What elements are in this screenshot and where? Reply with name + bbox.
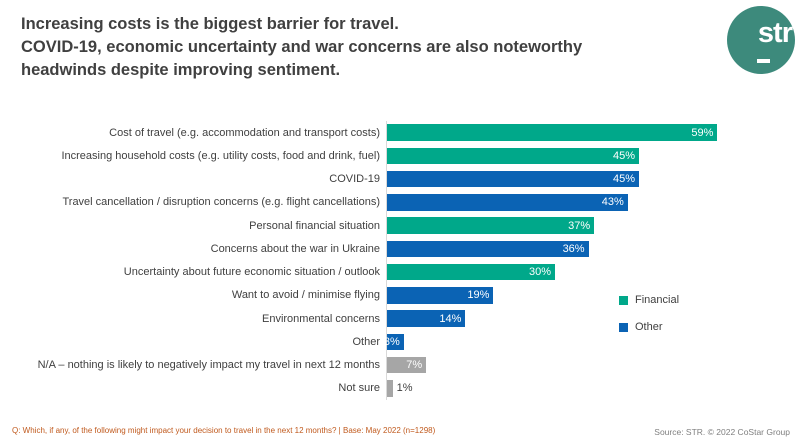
bar: 7% <box>387 356 427 374</box>
bar: 30% <box>387 263 555 281</box>
bar-row: Travel cancellation / disruption concern… <box>0 190 800 214</box>
bar-track: 45% <box>386 144 800 168</box>
legend-item-financial: Financial <box>619 294 679 306</box>
legend-item-other: Other <box>619 321 679 333</box>
str-logo-text: str <box>757 17 793 49</box>
bar: 19% <box>387 287 494 304</box>
bar-row: Concerns about the war in Ukraine 36% <box>0 237 800 261</box>
legend-label: Financial <box>635 294 680 306</box>
value-label: 19% <box>467 289 490 302</box>
question-footnote: Q: Which, if any, of the following might… <box>12 426 436 435</box>
bar-row: Increasing household costs (e.g. utility… <box>0 144 800 168</box>
value-label: 3% <box>383 335 400 348</box>
bar <box>387 380 393 397</box>
value-label: 30% <box>528 266 551 279</box>
category-label: Not sure <box>338 382 380 395</box>
category-label: Environmental concerns <box>261 312 380 325</box>
chart-legend: Financial Other <box>619 294 679 348</box>
bar-track: 37% <box>386 214 800 238</box>
bar-row: Environmental concerns 14% <box>0 307 800 331</box>
source-credit: Source: STR. © 2022 CoStar Group <box>654 427 790 437</box>
title-line-1: Increasing costs is the biggest barrier … <box>21 15 399 33</box>
category-label: Other <box>352 335 380 348</box>
bar: 59% <box>387 124 718 141</box>
bar: 43% <box>387 194 628 211</box>
category-label: N/A – nothing is likely to negatively im… <box>37 359 380 372</box>
bar-row: Not sure 1% <box>0 376 800 400</box>
category-label: Want to avoid / minimise flying <box>231 289 380 302</box>
bar-row: N/A – nothing is likely to negatively im… <box>0 353 800 377</box>
value-label: 45% <box>612 149 635 162</box>
title-line-3: headwinds despite improving sentiment. <box>21 61 341 79</box>
bar: 14% <box>387 310 466 327</box>
bar-rows: Cost of travel (e.g. accommodation and t… <box>0 121 800 400</box>
value-label: 1% <box>396 382 413 395</box>
bar: 45% <box>387 147 639 165</box>
bar: 3% <box>383 333 404 351</box>
legend-swatch <box>619 322 628 332</box>
bar: 36% <box>387 240 589 258</box>
bar-row: Cost of travel (e.g. accommodation and t… <box>0 121 800 145</box>
title-line-2: COVID-19, economic uncertainty and war c… <box>21 38 583 56</box>
bar: 37% <box>387 217 595 234</box>
bar-track: 14% <box>386 307 800 331</box>
bar-track: 59% <box>386 121 800 145</box>
bar-track: 43% <box>386 190 800 214</box>
bar-track: 1% <box>386 376 800 400</box>
value-label: 36% <box>562 242 585 255</box>
category-label: Concerns about the war in Ukraine <box>210 242 380 255</box>
bar-row: COVID-19 45% <box>0 167 800 191</box>
value-label: 37% <box>568 219 591 232</box>
legend-label: Other <box>635 321 663 333</box>
bar-track: 19% <box>386 283 800 307</box>
category-label: Travel cancellation / disruption concern… <box>62 196 380 209</box>
value-label: 43% <box>601 196 624 209</box>
bar-row: Other 3% <box>0 330 800 354</box>
bar-row: Personal financial situation 37% <box>0 214 800 238</box>
bar-track: 3% <box>383 330 800 354</box>
value-label: 45% <box>612 173 635 186</box>
bar-row: Uncertainty about future economic situat… <box>0 260 800 284</box>
str-logo: str <box>727 6 795 74</box>
bar-track: 45% <box>386 167 800 191</box>
bar-row: Want to avoid / minimise flying 19% <box>0 283 800 307</box>
legend-swatch <box>619 295 628 305</box>
category-label: Increasing household costs (e.g. utility… <box>61 149 380 162</box>
bar: 45% <box>387 170 639 188</box>
category-label: COVID-19 <box>329 173 380 186</box>
page-title: Increasing costs is the biggest barrier … <box>21 13 721 82</box>
value-label: 7% <box>406 359 423 372</box>
category-label: Uncertainty about future economic situat… <box>123 266 380 279</box>
str-logo-underline <box>757 59 770 63</box>
value-label: 14% <box>439 312 462 325</box>
bar-track: 30% <box>386 260 800 284</box>
bar-track: 7% <box>386 353 800 377</box>
bar-chart: Cost of travel (e.g. accommodation and t… <box>0 121 800 400</box>
category-label: Personal financial situation <box>249 219 380 232</box>
bar-track: 36% <box>386 237 800 261</box>
category-label: Cost of travel (e.g. accommodation and t… <box>109 126 380 139</box>
value-label: 59% <box>691 126 714 139</box>
